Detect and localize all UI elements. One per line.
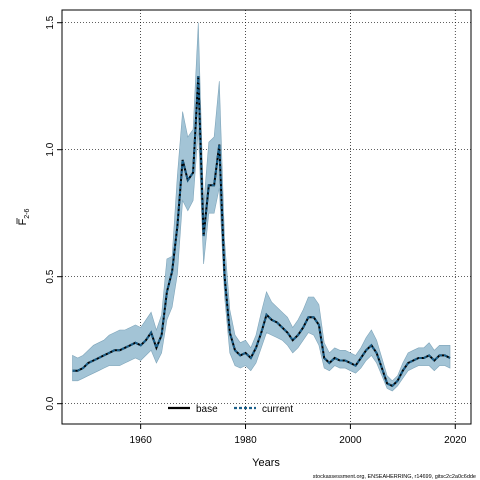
y-tick-label-0: 0.0 [45, 396, 56, 410]
x-axis: 1960 1980 2000 2020 [130, 424, 467, 446]
x-tick-label-1980: 1980 [234, 435, 257, 446]
plot-frame [61, 9, 472, 425]
x-tick-label-2000: 2000 [339, 435, 362, 446]
y-axis-title-sub: 2-6 [24, 208, 31, 218]
legend-label-base: base [196, 404, 218, 415]
x-tick-label-1960: 1960 [130, 435, 153, 446]
y-axis-title: F2-6 [16, 208, 31, 225]
x-tick-label-2020: 2020 [444, 435, 467, 446]
y-axis: 0.0 0.5 1.0 1.5 [45, 15, 62, 411]
y-tick-label-1: 0.5 [45, 269, 56, 283]
svg-text:F2-6: F2-6 [17, 208, 31, 225]
legend: base current [168, 404, 293, 415]
x-axis-title: Years [252, 457, 280, 469]
y-tick-label-2: 1.0 [45, 142, 56, 156]
source-footnote: stockassessment.org, ENSEAHERRING, r1469… [313, 474, 476, 480]
series-lines [72, 75, 451, 388]
series-line-current [72, 75, 451, 388]
y-tick-label-3: 1.5 [45, 15, 56, 29]
y-axis-title-main: F [17, 218, 29, 225]
legend-label-current: current [262, 404, 293, 415]
grid [62, 10, 471, 424]
